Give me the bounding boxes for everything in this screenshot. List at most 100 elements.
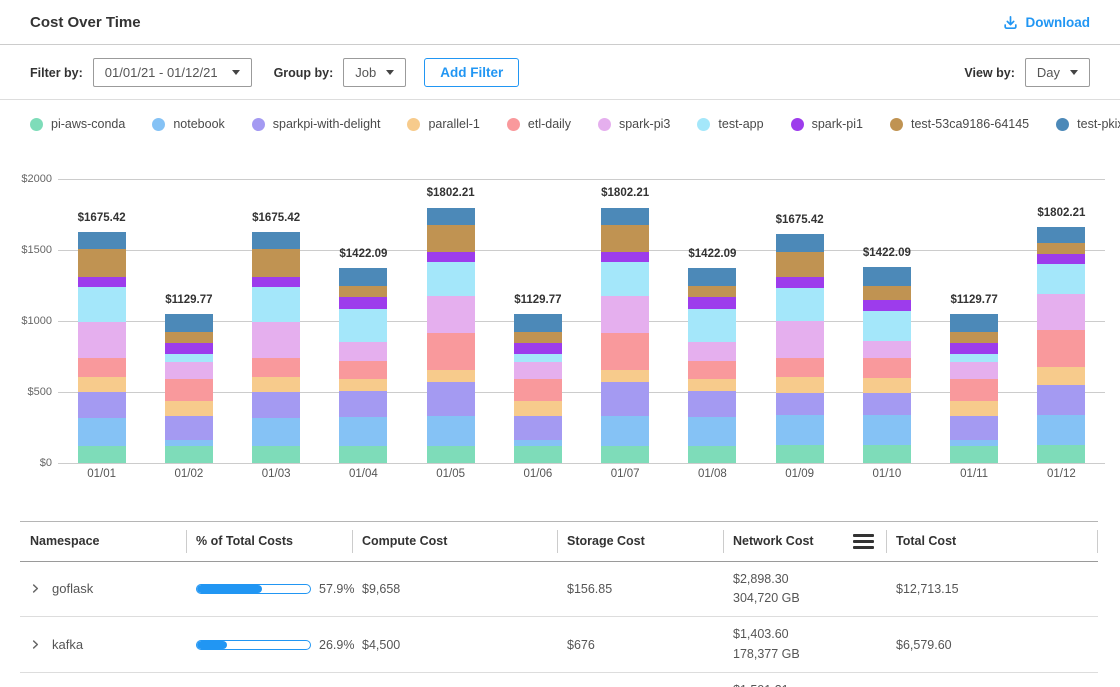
bar-segment-sparkpi-with-delight[interactable] [339, 391, 387, 418]
stacked-bar-01/09[interactable] [776, 234, 824, 463]
bar-segment-sparkpi-with-delight[interactable] [427, 382, 475, 415]
bar-segment-notebook[interactable] [339, 417, 387, 445]
bar-segment-test-pkix[interactable] [601, 208, 649, 225]
stacked-bar-01/12[interactable] [1037, 227, 1085, 463]
bar-segment-parallel-1[interactable] [776, 377, 824, 393]
bar-segment-test-app[interactable] [165, 354, 213, 362]
bar-segment-test-53ca9186-64145[interactable] [165, 332, 213, 344]
bar-segment-test-53ca9186-64145[interactable] [339, 286, 387, 298]
legend-item-test-app[interactable]: test-app [697, 117, 763, 131]
bar-segment-parallel-1[interactable] [78, 377, 126, 393]
bar-segment-notebook[interactable] [78, 418, 126, 446]
bar-segment-notebook[interactable] [776, 415, 824, 444]
bar-segment-spark-pi1[interactable] [1037, 254, 1085, 264]
bar-segment-test-app[interactable] [776, 288, 824, 321]
bar-segment-test-pkix[interactable] [514, 314, 562, 332]
legend-item-parallel-1[interactable]: parallel-1 [407, 117, 479, 131]
bar-segment-pi-aws-conda[interactable] [950, 446, 998, 463]
bar-segment-sparkpi-with-delight[interactable] [688, 391, 736, 418]
bar-segment-parallel-1[interactable] [339, 379, 387, 391]
column-menu-icon[interactable] [853, 532, 874, 551]
bar-segment-test-app[interactable] [339, 309, 387, 342]
bar-segment-test-pkix[interactable] [688, 268, 736, 285]
stacked-bar-01/11[interactable] [950, 314, 998, 463]
bar-segment-etl-daily[interactable] [776, 358, 824, 377]
bar-segment-pi-aws-conda[interactable] [252, 446, 300, 463]
legend-item-etl-daily[interactable]: etl-daily [507, 117, 571, 131]
legend-item-notebook[interactable]: notebook [152, 117, 224, 131]
group-by-select[interactable]: Job [343, 58, 406, 87]
bar-segment-notebook[interactable] [688, 417, 736, 445]
bar-segment-test-pkix[interactable] [1037, 227, 1085, 244]
bar-segment-spark-pi3[interactable] [514, 362, 562, 379]
bar-segment-spark-pi1[interactable] [78, 277, 126, 287]
bar-segment-pi-aws-conda[interactable] [601, 446, 649, 463]
bar-segment-spark-pi1[interactable] [863, 300, 911, 312]
bar-segment-etl-daily[interactable] [427, 333, 475, 370]
bar-segment-test-app[interactable] [427, 262, 475, 295]
bar-segment-test-app[interactable] [950, 354, 998, 362]
bar-segment-spark-pi3[interactable] [1037, 294, 1085, 330]
bar-segment-test-app[interactable] [688, 309, 736, 342]
stacked-bar-01/08[interactable] [688, 268, 736, 463]
bar-segment-etl-daily[interactable] [514, 379, 562, 401]
bar-segment-etl-daily[interactable] [1037, 330, 1085, 368]
bar-segment-test-53ca9186-64145[interactable] [514, 332, 562, 344]
bar-segment-parallel-1[interactable] [427, 370, 475, 382]
table-row-kafka[interactable]: kafka26.9%$4,500$676$1,403.60178,377 GB$… [20, 617, 1098, 673]
bar-segment-spark-pi1[interactable] [427, 252, 475, 263]
bar-segment-test-pkix[interactable] [339, 268, 387, 285]
bar-segment-sparkpi-with-delight[interactable] [776, 393, 824, 415]
bar-segment-test-53ca9186-64145[interactable] [427, 225, 475, 252]
bar-segment-spark-pi3[interactable] [165, 362, 213, 379]
bar-segment-test-app[interactable] [863, 311, 911, 340]
bar-segment-sparkpi-with-delight[interactable] [863, 393, 911, 415]
legend-item-test-pkix[interactable]: test-pkix [1056, 117, 1120, 131]
bar-segment-sparkpi-with-delight[interactable] [78, 392, 126, 418]
bar-segment-test-53ca9186-64145[interactable] [863, 286, 911, 299]
bar-segment-spark-pi1[interactable] [776, 277, 824, 288]
bar-segment-pi-aws-conda[interactable] [165, 446, 213, 463]
bar-segment-spark-pi3[interactable] [78, 322, 126, 359]
bar-segment-sparkpi-with-delight[interactable] [514, 416, 562, 440]
bar-segment-test-app[interactable] [78, 287, 126, 322]
bar-segment-spark-pi1[interactable] [601, 252, 649, 263]
bar-segment-test-pkix[interactable] [863, 267, 911, 286]
bar-segment-parallel-1[interactable] [863, 378, 911, 393]
bar-segment-parallel-1[interactable] [950, 401, 998, 416]
bar-segment-pi-aws-conda[interactable] [776, 445, 824, 463]
bar-segment-pi-aws-conda[interactable] [863, 445, 911, 463]
bar-segment-parallel-1[interactable] [514, 401, 562, 416]
bar-segment-parallel-1[interactable] [688, 379, 736, 391]
bar-segment-pi-aws-conda[interactable] [78, 446, 126, 463]
bar-segment-test-pkix[interactable] [78, 232, 126, 249]
bar-segment-spark-pi3[interactable] [427, 296, 475, 334]
legend-item-sparkpi-with-delight[interactable]: sparkpi-with-delight [252, 117, 381, 131]
bar-segment-test-pkix[interactable] [776, 234, 824, 252]
bar-segment-notebook[interactable] [252, 418, 300, 446]
bar-segment-spark-pi3[interactable] [601, 296, 649, 334]
stacked-bar-01/10[interactable] [863, 267, 911, 463]
legend-item-spark-pi3[interactable]: spark-pi3 [598, 117, 670, 131]
bar-segment-test-pkix[interactable] [252, 232, 300, 249]
stacked-bar-01/07[interactable] [601, 208, 649, 464]
bar-segment-notebook[interactable] [863, 415, 911, 444]
bar-segment-sparkpi-with-delight[interactable] [1037, 385, 1085, 416]
bar-segment-etl-daily[interactable] [339, 361, 387, 379]
bar-segment-parallel-1[interactable] [165, 401, 213, 416]
legend-item-pi-aws-conda[interactable]: pi-aws-conda [30, 117, 125, 131]
bar-segment-test-53ca9186-64145[interactable] [950, 332, 998, 344]
bar-segment-test-app[interactable] [514, 354, 562, 362]
table-row-databases[interactable]: databases6.09%$1016.29$857.79$1,591.3110… [20, 673, 1098, 687]
bar-segment-test-53ca9186-64145[interactable] [776, 252, 824, 277]
bar-segment-sparkpi-with-delight[interactable] [601, 382, 649, 415]
bar-segment-test-app[interactable] [601, 262, 649, 295]
bar-segment-etl-daily[interactable] [252, 358, 300, 376]
bar-segment-test-53ca9186-64145[interactable] [688, 286, 736, 298]
bar-segment-notebook[interactable] [1037, 415, 1085, 444]
bar-segment-spark-pi3[interactable] [688, 342, 736, 360]
stacked-bar-01/04[interactable] [339, 268, 387, 463]
bar-segment-sparkpi-with-delight[interactable] [950, 416, 998, 440]
bar-segment-parallel-1[interactable] [252, 377, 300, 393]
legend-item-test-53ca9186-64145[interactable]: test-53ca9186-64145 [890, 117, 1029, 131]
